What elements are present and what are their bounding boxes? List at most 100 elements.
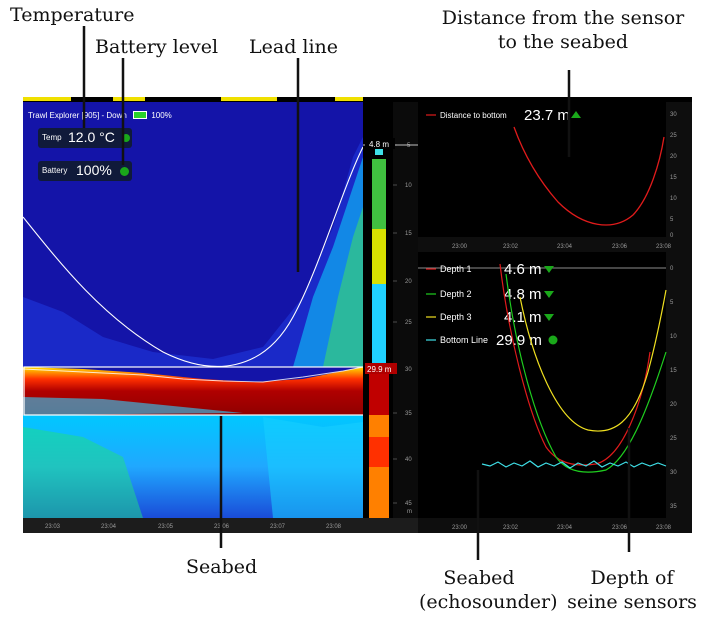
echogram-header: Trawl Explorer [905] - Down 100% (28, 110, 172, 120)
legend-label-depth-3: Depth 3 (440, 312, 472, 322)
distance-panel: 30 25 20 15 10 5 0 23:00 23:02 23:04 23:… (418, 97, 692, 252)
distance-panel-bg (418, 97, 692, 252)
distance-callout-line1: Distance from the sensor (441, 7, 685, 29)
echo-cloud-right-inner (323, 207, 363, 367)
legend-bottom-line: Bottom Line 29.9 m (426, 332, 558, 349)
depth-panel-y-tick: 30 (670, 470, 677, 476)
depth-panel-y-tick: 15 (670, 368, 677, 374)
depth-tick: 45 (405, 501, 412, 507)
legend-label-depth-1: Depth 1 (440, 264, 472, 274)
echogram-top-strip (23, 97, 363, 102)
depth-tick: 20 (405, 279, 412, 285)
seine-depth-line1: Depth of (590, 567, 674, 589)
distance-y-tick: 25 (670, 133, 677, 139)
battery-header-value: 100% (151, 111, 172, 120)
time-tick: 23:08 (326, 524, 342, 530)
depth-tick: 25 (405, 320, 412, 326)
lead-line (23, 146, 364, 367)
sonar-strip-green (372, 159, 386, 229)
sub-bottom-green (23, 427, 143, 518)
distance-callout: Distance from the sensor to the seabed (418, 6, 708, 54)
seabed-depth-marker-bg (365, 363, 397, 374)
legend-depth-2: Depth 2 4.8 m (426, 286, 554, 303)
depth-tick: 5 (407, 143, 411, 149)
down-arrow-icon (544, 291, 554, 298)
battery-header-icon (133, 111, 148, 119)
sonar-strip-yellow (372, 229, 386, 284)
depth-x-ticks: 23:00 23:02 23:04 23:06 23:08 (452, 525, 672, 531)
lead-line-callout: Lead line (249, 36, 339, 58)
battery-level-callout: Battery level (95, 36, 219, 58)
sonar-strip-top-mark (375, 147, 383, 155)
depth-panel-y-tick: 5 (670, 300, 674, 306)
sonar-strip-cyan (372, 284, 386, 366)
legend-value-depth-2: 4.8 m (504, 286, 542, 303)
distance-y-axis-bg (666, 102, 692, 247)
distance-curve (513, 126, 665, 226)
temp-chip: Temp 12.0 °C (38, 128, 132, 148)
time-tick: 23:07 (270, 524, 286, 530)
depth-panel-y-tick: 35 (670, 504, 677, 510)
distance-x-tick: 23:04 (557, 244, 573, 250)
distance-y-tick: 0 (670, 233, 674, 239)
sonar-strip-orange-dark (369, 437, 389, 467)
depth-tick-labels: 5 10 15 20 25 30 35 40 45 m (405, 143, 412, 515)
battery-chip: Battery 100% (38, 161, 132, 181)
distance-x-tick: 23:08 (656, 244, 672, 250)
sonar-strip-red (369, 367, 389, 415)
seabed-depth-marker: 29.9 m (367, 365, 392, 374)
app-screen: 5 10 15 20 25 30 35 40 45 m 23:03 23:04 … (23, 97, 692, 533)
depth-panel-y-tick: 0 (670, 266, 674, 272)
seabed-halo (23, 397, 243, 415)
legend-label-depth-2: Depth 2 (440, 289, 472, 299)
battery-label: Battery (42, 166, 68, 175)
depth-tick: 15 (405, 231, 412, 237)
distance-y-tick: 15 (670, 175, 677, 181)
depth-panel-x-tick: 23:02 (503, 525, 519, 531)
temperature-callout: Temperature (10, 4, 135, 26)
distance-x-axis-bg (418, 237, 692, 252)
legend-label-bottom-line: Bottom Line (440, 335, 488, 345)
depth-tick: 10 (405, 183, 412, 189)
legend-value-bottom-line: 29.9 m (496, 332, 542, 349)
depth-panel-y-tick: 20 (670, 402, 677, 408)
depth-panel-x-tick: 23:06 (612, 525, 628, 531)
seine-depth-callout: Depth of seine sensors (557, 566, 707, 614)
distance-x-ticks: 23:00 23:02 23:04 23:06 23:08 (452, 244, 672, 250)
seabed-echosounder-line2: (echosounder) (419, 591, 558, 613)
distance-up-arrow-icon (571, 111, 581, 118)
status-dot-icon (548, 335, 558, 345)
distance-x-tick: 23:02 (503, 244, 519, 250)
time-tick: 23:03 (45, 524, 61, 530)
depth-tick: 40 (405, 457, 412, 463)
legend-value-depth-1: 4.6 m (504, 261, 542, 278)
depth-tick: 30 (405, 367, 412, 373)
depth-panel: 0 5 10 15 20 25 30 35 23:00 23:02 23:04 … (418, 252, 692, 533)
distance-y-tick: 10 (670, 196, 677, 202)
distance-y-tick: 5 (670, 217, 674, 223)
temp-status-dot (122, 134, 130, 142)
seine-depth-line2: seine sensors (567, 591, 697, 613)
distance-x-tick: 23:00 (452, 244, 468, 250)
depth-panel-x-tick: 23:08 (656, 525, 672, 531)
top-depth-marker: 4.8 m (369, 140, 389, 149)
distance-value: 23.7 m (524, 107, 570, 124)
seabed-trace (23, 366, 364, 383)
depth-panel-bg (418, 252, 692, 533)
time-tick: 23:05 (158, 524, 174, 530)
seabed-echosounder-line1: Seabed (443, 567, 515, 589)
down-arrow-icon (544, 266, 554, 273)
depth-y-ticks: 0 5 10 15 20 25 30 35 (670, 266, 677, 510)
distance-y-ticks: 30 25 20 15 10 5 0 (670, 112, 677, 239)
sub-bottom-cyan (263, 417, 363, 518)
distance-y-tick: 20 (670, 154, 677, 160)
depth-x-axis-bg (418, 518, 692, 533)
seabed-echosounder-callout: Seabed (echosounder) (419, 566, 558, 614)
time-tick: 23:04 (101, 524, 117, 530)
battery-status-dot (120, 167, 129, 176)
depth-axis-bg (393, 102, 418, 518)
depth-3-curve (519, 289, 667, 432)
distance-x-tick: 23:06 (612, 244, 628, 250)
distance-legend-label: Distance to bottom (440, 111, 507, 120)
